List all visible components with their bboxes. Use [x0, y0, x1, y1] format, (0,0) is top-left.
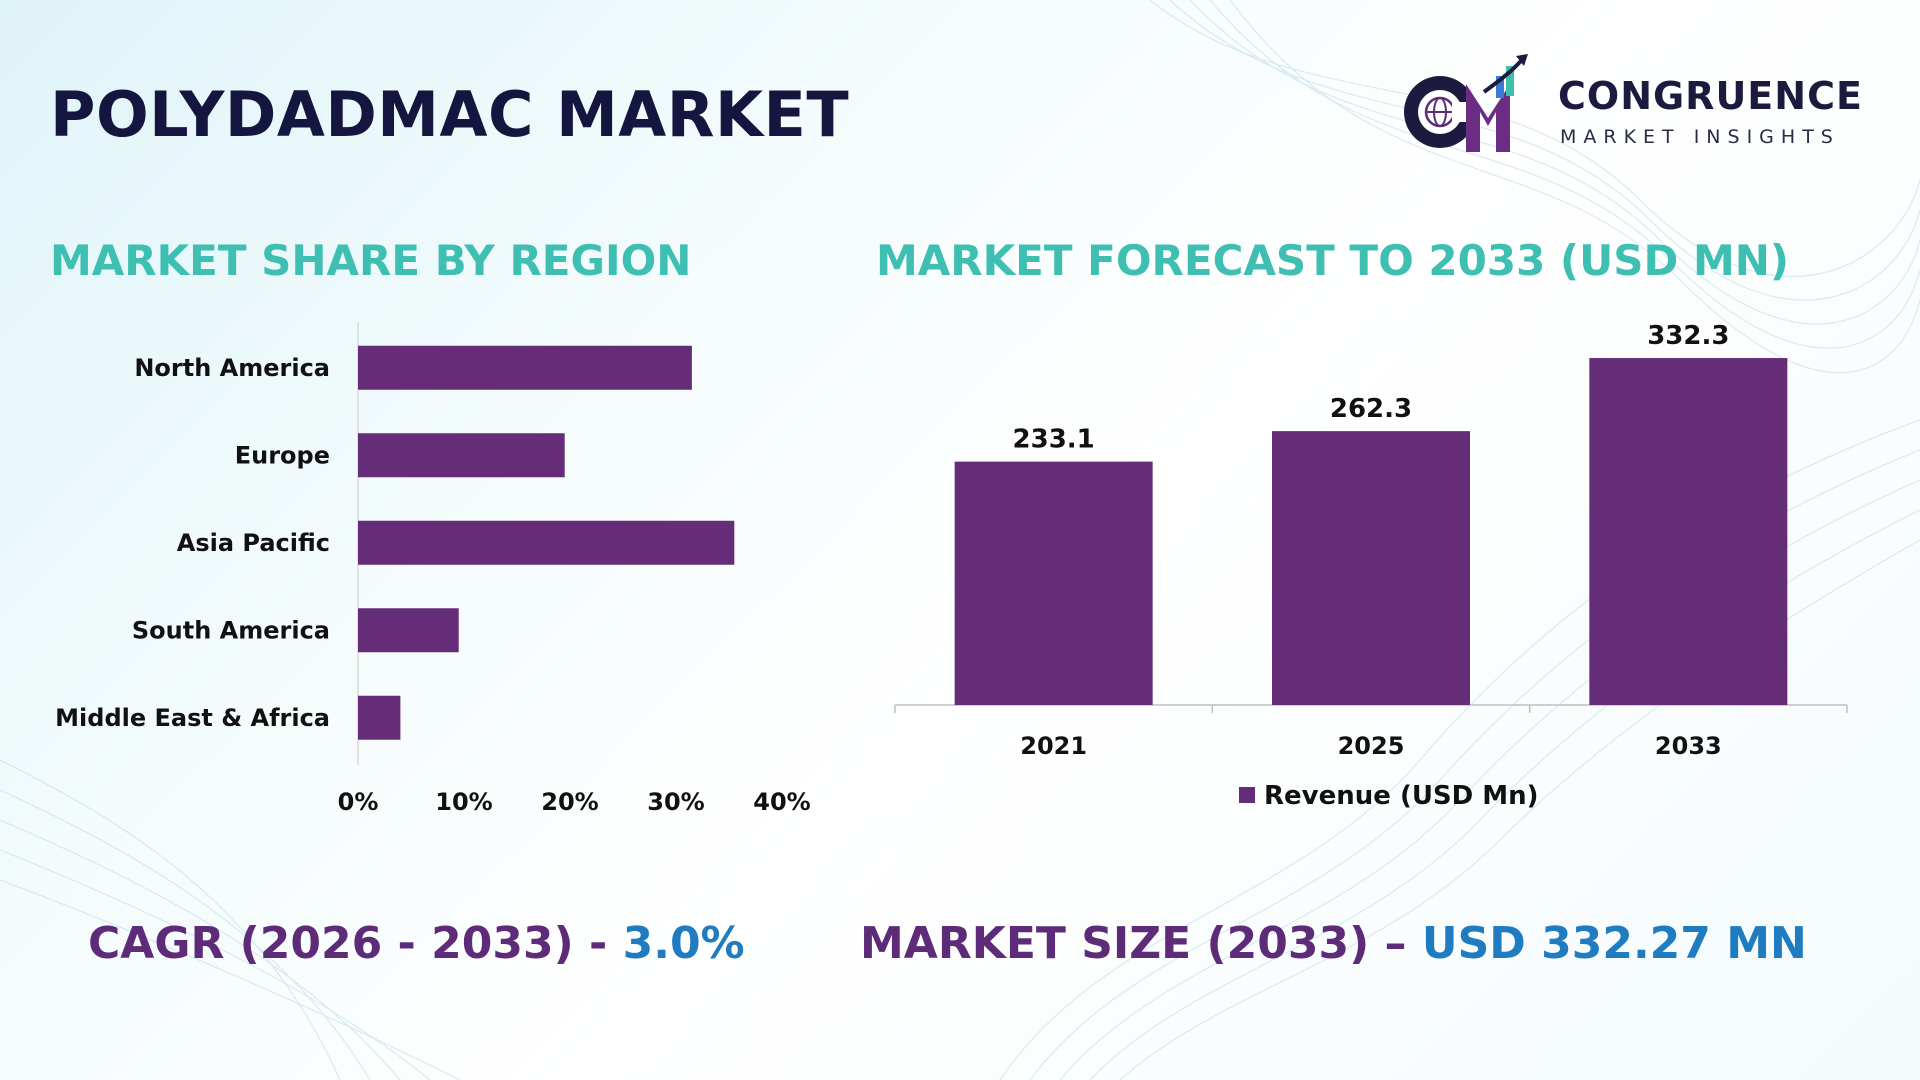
bar-south-america — [358, 608, 459, 653]
bar-middle-east-africa — [358, 695, 401, 740]
data-label: 233.1 — [1013, 425, 1095, 455]
category-label: Asia Pacific — [177, 529, 330, 557]
bar-asia-pacific — [358, 520, 735, 565]
bar-2033 — [1589, 358, 1788, 705]
page-title: POLYDADMAC MARKET — [50, 78, 850, 151]
x-tick-label: 30% — [647, 788, 704, 816]
bar-north-america — [358, 345, 692, 390]
legend-label: Revenue (USD Mn) — [1264, 781, 1539, 811]
category-label: South America — [132, 616, 330, 644]
x-tick-label: 2033 — [1655, 732, 1722, 760]
market-size-label: MARKET SIZE (2033) – — [860, 918, 1422, 969]
market-size-stat: MARKET SIZE (2033) – USD 332.27 MN — [860, 918, 1807, 969]
logo-tagline: MARKET INSIGHTS — [1560, 126, 1840, 148]
x-tick-label: 40% — [753, 788, 810, 816]
region-share-bar-chart: North America Europe Asia Pacific South Ame… — [55, 322, 810, 816]
x-tick-label: 2025 — [1338, 732, 1405, 760]
market-size-value: USD 332.27 MN — [1421, 918, 1807, 969]
cagr-label: CAGR (2026 - 2033) - — [88, 918, 623, 969]
x-tick-label: 0% — [338, 788, 379, 816]
bar-europe — [358, 433, 565, 478]
region-share-title: MARKET SHARE BY REGION — [50, 236, 692, 285]
x-tick-label: 10% — [435, 788, 492, 816]
bar-2021 — [954, 461, 1153, 705]
cagr-value: 3.0% — [622, 918, 745, 969]
category-label: Europe — [235, 441, 330, 469]
legend-swatch — [1239, 787, 1255, 803]
bar-2025 — [1272, 431, 1470, 705]
category-label: North America — [134, 354, 330, 382]
forecast-title: MARKET FORECAST TO 2033 (USD MN) — [876, 236, 1790, 285]
company-logo: CONGRUENCE MARKET INSIGHTS — [1400, 52, 1880, 162]
cm-globe-growth-logo-icon — [1404, 54, 1528, 152]
data-label: 332.3 — [1647, 321, 1729, 351]
x-tick-label: 2021 — [1020, 732, 1087, 760]
data-label: 262.3 — [1330, 394, 1412, 424]
category-label: Middle East & Africa — [55, 704, 330, 732]
cagr-stat: CAGR (2026 - 2033) - 3.0% — [88, 918, 745, 969]
forecast-bar-chart: 233.1 2021 262.3 2025 332.3 2033 Revenue (USD … — [894, 321, 1848, 811]
x-tick-label: 20% — [541, 788, 598, 816]
logo-name: CONGRUENCE — [1558, 74, 1863, 118]
